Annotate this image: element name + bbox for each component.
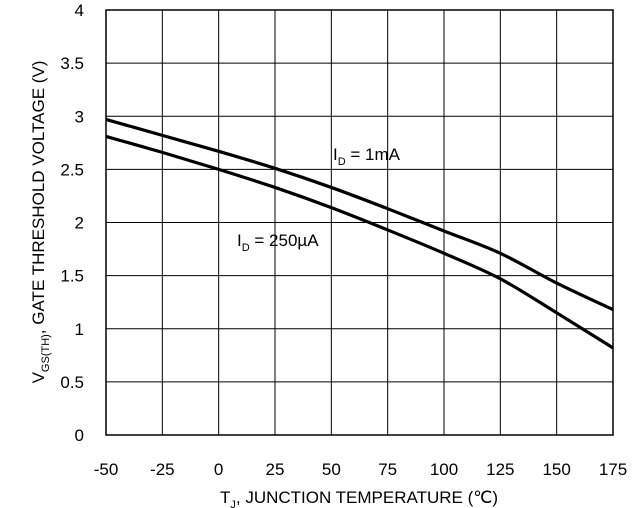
grid	[106, 10, 613, 435]
y-axis-label: VGS(TH), GATE THRESHOLD VOLTAGE (V)	[29, 61, 52, 384]
x-tick-label: 125	[486, 460, 514, 479]
x-tick-label: 100	[430, 460, 458, 479]
y-tick-label: 3	[75, 107, 84, 126]
x-tick-labels: -50 -25 0 25 50 75 100 125 150 175	[94, 460, 627, 479]
x-tick-label: 50	[322, 460, 341, 479]
y-tick-label: 0.5	[60, 373, 84, 392]
x-axis-label: TJ, JUNCTION TEMPERATURE (℃)	[220, 488, 498, 508]
x-tick-label: -50	[94, 460, 119, 479]
plot-border	[105, 9, 614, 436]
y-tick-label: 1.5	[60, 267, 84, 286]
y-tick-label: 4	[75, 1, 84, 20]
x-tick-label: 0	[214, 460, 223, 479]
y-tick-labels: 0 0.5 1 1.5 2 2.5 3 3.5 4	[60, 1, 84, 445]
x-tick-label: 75	[378, 460, 397, 479]
x-tick-label: 175	[599, 460, 627, 479]
y-tick-label: 1	[75, 320, 84, 339]
x-tick-label: 150	[542, 460, 570, 479]
y-tick-label: 3.5	[60, 54, 84, 73]
series-label-250ua: ID = 250µA	[237, 231, 319, 254]
series-label-1ma: ID = 1mA	[333, 145, 401, 168]
series-layer	[105, 117, 614, 350]
x-tick-label: 25	[266, 460, 285, 479]
x-tick-label: -25	[150, 460, 175, 479]
y-tick-label: 0	[75, 426, 84, 445]
y-tick-label: 2.5	[60, 160, 84, 179]
series-line-1ma	[105, 117, 614, 312]
plot-frame	[105, 9, 614, 436]
y-tick-label: 2	[75, 214, 84, 233]
series-line-250ua	[105, 134, 614, 350]
